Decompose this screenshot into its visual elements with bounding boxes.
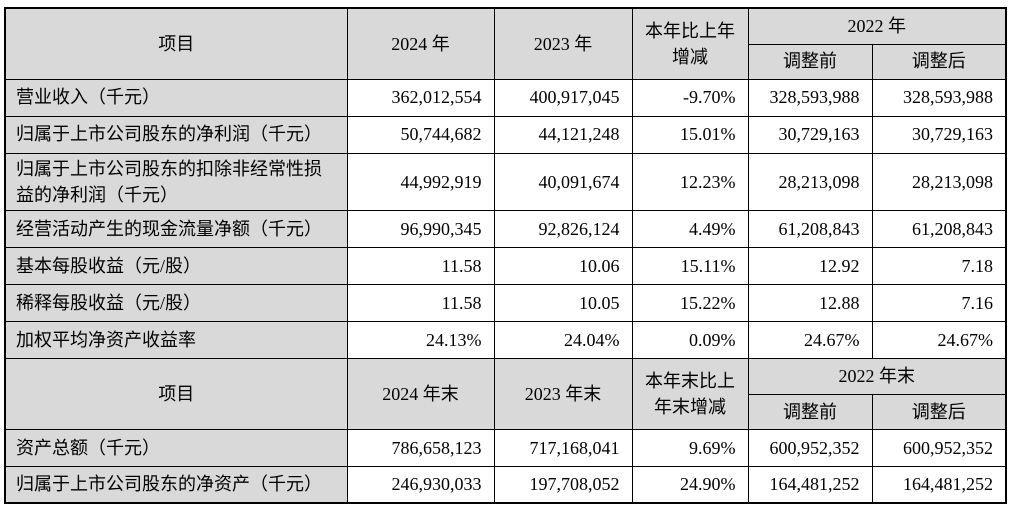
value-change: 9.69%	[631, 428, 749, 467]
item-label: 归属于上市公司股东的净资产（千元）	[4, 465, 348, 504]
item-label: 归属于上市公司股东的扣除非经常性损益的净利润（千元）	[4, 152, 348, 211]
value-2024: 44,992,919	[346, 152, 495, 211]
value-2023: 44,121,248	[493, 115, 633, 154]
item-label: 稀释每股收益（元/股）	[4, 283, 348, 322]
item-label: 经营活动产生的现金流量净额（千元）	[4, 209, 348, 248]
value-2023: 24.04%	[493, 320, 633, 359]
income-header-change: 本年比上年增减	[631, 7, 749, 80]
income-header-2023: 2023 年	[493, 7, 633, 80]
value-2024: 96,990,345	[346, 209, 495, 248]
value-2023: 400,917,045	[493, 78, 633, 117]
value-2023: 92,826,124	[493, 209, 633, 248]
value-change: 15.22%	[631, 283, 749, 322]
value-2022-before: 61,208,843	[747, 209, 873, 248]
table-row-diluted-eps: 稀释每股收益（元/股） 11.58 10.05 15.22% 12.88 7.1…	[4, 283, 1007, 322]
value-change: 12.23%	[631, 152, 749, 211]
table-row-total-assets: 资产总额（千元） 786,658,123 717,168,041 9.69% 6…	[4, 428, 1007, 467]
item-label: 归属于上市公司股东的净利润（千元）	[4, 115, 348, 154]
balance-header-row: 项目 2024 年末 2023 年末 本年末比上年末增减 2022 年末	[4, 357, 1007, 430]
balance-header-adj-after: 调整后	[871, 393, 1007, 430]
value-2022-after: 24.67%	[871, 320, 1007, 359]
item-label: 加权平均净资产收益率	[4, 320, 348, 359]
table-row-basic-eps: 基本每股收益（元/股） 11.58 10.06 15.11% 12.92 7.1…	[4, 246, 1007, 285]
value-2024: 786,658,123	[346, 428, 495, 467]
value-2022-before: 164,481,252	[747, 465, 873, 504]
value-2022-before: 12.92	[747, 246, 873, 285]
item-label: 基本每股收益（元/股）	[4, 246, 348, 285]
value-2022-before: 328,593,988	[747, 78, 873, 117]
value-2023: 197,708,052	[493, 465, 633, 504]
income-header-adj-after: 调整后	[871, 43, 1007, 80]
balance-header-adj-before: 调整前	[747, 393, 873, 430]
value-2024: 24.13%	[346, 320, 495, 359]
value-2022-after: 7.16	[871, 283, 1007, 322]
income-subheader-row: 调整前 调整后	[5, 43, 1007, 80]
value-change: -9.70%	[631, 78, 749, 117]
table-row-net-assets: 归属于上市公司股东的净资产（千元） 246,930,033 197,708,05…	[4, 465, 1007, 504]
balance-header-item: 项目	[4, 357, 348, 430]
income-header-item: 项目	[4, 7, 348, 80]
income-header-adj-before: 调整前	[747, 43, 873, 80]
value-2022-after: 164,481,252	[871, 465, 1007, 504]
value-2023: 10.05	[493, 283, 633, 322]
balance-header-2024: 2024 年末	[346, 357, 495, 430]
value-2024: 11.58	[346, 246, 495, 285]
value-2022-before: 12.88	[747, 283, 873, 322]
value-change: 15.01%	[631, 115, 749, 154]
value-2022-before: 24.67%	[747, 320, 873, 359]
value-change: 4.49%	[631, 209, 749, 248]
table-row-revenue: 营业收入（千元） 362,012,554 400,917,045 -9.70% …	[4, 78, 1007, 117]
balance-header-2022: 2022 年末	[747, 357, 1007, 395]
value-2022-before: 600,952,352	[747, 428, 873, 467]
value-change: 15.11%	[631, 246, 749, 285]
value-2022-after: 328,593,988	[871, 78, 1007, 117]
value-2024: 50,744,682	[346, 115, 495, 154]
value-2022-before: 30,729,163	[747, 115, 873, 154]
value-2024: 362,012,554	[346, 78, 495, 117]
table-row-net-profit: 归属于上市公司股东的净利润（千元） 50,744,682 44,121,248 …	[4, 115, 1007, 154]
value-2024: 246,930,033	[346, 465, 495, 504]
value-2023: 717,168,041	[493, 428, 633, 467]
balance-subheader-row: 调整前 调整后	[5, 393, 1007, 430]
balance-header-2023: 2023 年末	[493, 357, 633, 430]
table-row-weighted-avg-roe: 加权平均净资产收益率 24.13% 24.04% 0.09% 24.67% 24…	[4, 320, 1007, 359]
value-2022-after: 600,952,352	[871, 428, 1007, 467]
value-2022-after: 7.18	[871, 246, 1007, 285]
value-change: 24.90%	[631, 465, 749, 504]
value-2023: 10.06	[493, 246, 633, 285]
income-header-2024: 2024 年	[346, 7, 495, 80]
value-2023: 40,091,674	[493, 152, 633, 211]
value-2022-after: 61,208,843	[871, 209, 1007, 248]
value-change: 0.09%	[631, 320, 749, 359]
balance-header-change: 本年末比上年末增减	[631, 357, 749, 430]
value-2022-after: 30,729,163	[871, 115, 1007, 154]
value-2024: 11.58	[346, 283, 495, 322]
table-row-deducted-net-profit: 归属于上市公司股东的扣除非经常性损益的净利润（千元） 44,992,919 40…	[4, 152, 1007, 211]
item-label: 营业收入（千元）	[4, 78, 348, 117]
table-row-operating-cash-flow: 经营活动产生的现金流量净额（千元） 96,990,345 92,826,124 …	[4, 209, 1007, 248]
item-label: 资产总额（千元）	[4, 428, 348, 467]
value-2022-before: 28,213,098	[747, 152, 873, 211]
financial-summary-table: 项目 2024 年 2023 年 本年比上年增减 2022 年 调整前 调整后 …	[4, 7, 1007, 505]
value-2022-after: 28,213,098	[871, 152, 1007, 211]
income-header-row: 项目 2024 年 2023 年 本年比上年增减 2022 年	[4, 7, 1007, 80]
income-header-2022: 2022 年	[747, 7, 1007, 45]
